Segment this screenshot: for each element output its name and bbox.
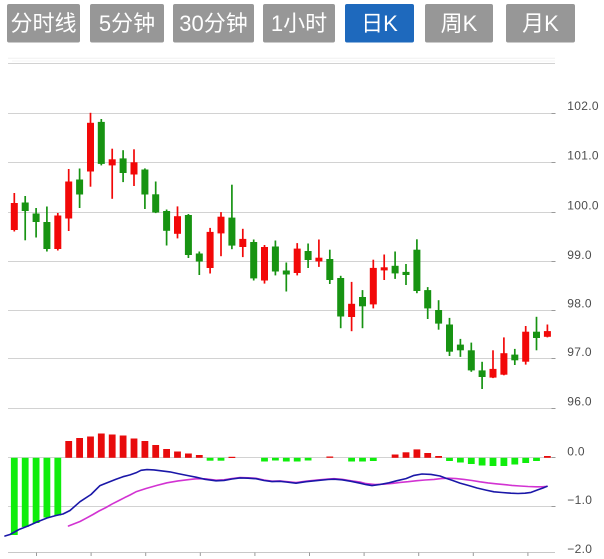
svg-text:0.0: 0.0 <box>567 444 585 458</box>
svg-text:102.0: 102.0 <box>567 99 599 113</box>
svg-text:月K: 月K <box>522 11 559 36</box>
svg-text:98.0: 98.0 <box>567 297 592 311</box>
svg-text:99.0: 99.0 <box>567 248 592 262</box>
svg-text:−2.0: −2.0 <box>567 542 592 556</box>
svg-text:5分钟: 5分钟 <box>99 11 155 36</box>
svg-text:日K: 日K <box>361 11 398 36</box>
svg-text:30分钟: 30分钟 <box>179 11 247 36</box>
svg-text:分时线: 分时线 <box>10 11 76 36</box>
svg-text:97.0: 97.0 <box>567 345 592 359</box>
svg-text:−1.0: −1.0 <box>567 493 592 507</box>
svg-text:周K: 周K <box>441 11 478 36</box>
svg-text:1小时: 1小时 <box>271 11 327 36</box>
svg-text:100.0: 100.0 <box>567 198 599 212</box>
svg-text:101.0: 101.0 <box>567 148 599 162</box>
svg-text:96.0: 96.0 <box>567 395 592 409</box>
